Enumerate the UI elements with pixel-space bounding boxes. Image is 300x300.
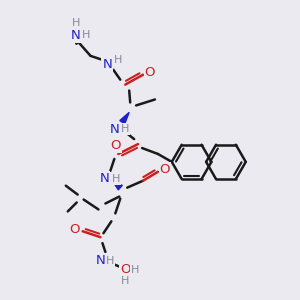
Text: O: O (145, 66, 155, 79)
Text: H: H (106, 256, 115, 266)
Polygon shape (120, 112, 129, 124)
Text: H: H (114, 55, 122, 65)
Text: H: H (131, 265, 139, 275)
Text: N: N (71, 28, 81, 42)
Text: H: H (121, 124, 129, 134)
Text: N: N (100, 172, 109, 185)
Text: H: H (81, 30, 90, 40)
Text: O: O (120, 263, 130, 276)
Text: N: N (103, 58, 112, 71)
Text: H: H (112, 174, 121, 184)
Polygon shape (112, 181, 122, 190)
Text: H: H (121, 276, 129, 286)
Text: H: H (71, 18, 80, 28)
Text: O: O (160, 163, 170, 176)
Text: N: N (96, 254, 105, 268)
Text: N: N (110, 123, 119, 136)
Text: O: O (70, 223, 80, 236)
Text: O: O (110, 139, 121, 152)
